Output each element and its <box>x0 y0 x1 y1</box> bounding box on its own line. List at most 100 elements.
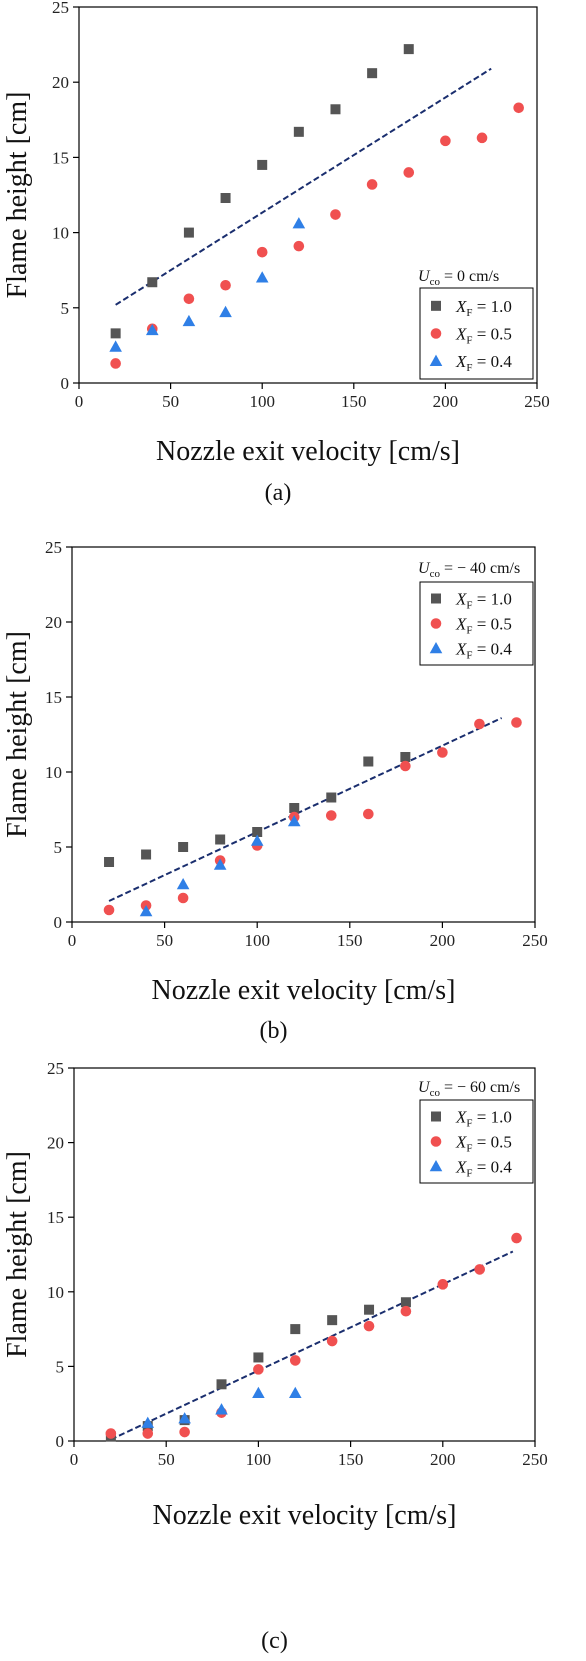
data-point-triangle <box>178 1412 191 1424</box>
legend-label: XF = 0.5 <box>455 1133 512 1155</box>
plot-frame <box>71 546 536 923</box>
data-point-circle <box>253 1364 264 1375</box>
x-tick-label: 200 <box>430 931 456 950</box>
legend-label-sub: F <box>466 650 472 662</box>
data-point-circle <box>366 179 378 190</box>
panel-label: (a) <box>265 480 292 506</box>
condition-label: Uco = 0 cm/s <box>418 268 499 288</box>
data-point-circle <box>325 810 337 821</box>
legend-marker-circle <box>430 328 442 339</box>
data-point-triangle <box>145 323 159 336</box>
data-point-square <box>110 328 121 339</box>
y-tick-label: 25 <box>47 1059 64 1078</box>
legend-label-var: X <box>455 1108 467 1127</box>
legend-label-var: X <box>455 1158 467 1177</box>
legend-label: XF = 0.4 <box>455 640 512 662</box>
x-tick-label: 100 <box>246 1450 272 1469</box>
legend-label-rest: = 0.5 <box>473 325 512 344</box>
y-tick-label: 5 <box>54 838 63 857</box>
data-point-square <box>216 1379 227 1390</box>
legend: XF = 1.0XF = 0.5XF = 0.4 <box>419 1099 534 1184</box>
data-point-triangle <box>255 271 269 283</box>
legend-label-var: X <box>455 297 467 316</box>
x-axis-title: Nozzle exit velocity [cm/s] <box>153 1500 457 1531</box>
legend-label-rest: = 0.4 <box>473 352 513 371</box>
x-tick-label: 200 <box>433 392 459 411</box>
y-tick-label: 15 <box>45 688 62 707</box>
series-triangle <box>141 1386 302 1428</box>
data-point-square <box>183 227 194 238</box>
x-tick-label: 0 <box>75 392 84 411</box>
y-tick-label: 5 <box>61 299 70 318</box>
y-tick-label: 0 <box>56 1432 65 1451</box>
legend-label: XF = 0.5 <box>455 615 512 637</box>
x-tick-label: 250 <box>524 392 550 411</box>
data-point-square <box>400 1297 411 1308</box>
legend-label-rest: = 1.0 <box>473 590 512 609</box>
legend-label: XF = 1.0 <box>455 297 512 319</box>
legend-label-var: X <box>455 640 467 659</box>
y-tick-label: 10 <box>47 1283 64 1302</box>
legend-label: XF = 0.5 <box>455 325 512 347</box>
chart-panel-2: 0 50 100 150 200 250 0 5 10 15 20 25 Nozzle exit vel… <box>2 538 548 1044</box>
series-square <box>110 44 414 339</box>
series-circle <box>103 717 522 916</box>
data-point-square <box>257 159 268 170</box>
legend-label: XF = 1.0 <box>455 1108 512 1130</box>
legend: XF = 1.0XF = 0.5XF = 0.4 <box>419 287 534 380</box>
data-point-circle <box>440 135 451 147</box>
data-point-circle <box>326 1335 338 1347</box>
legend-label-sub: F <box>466 1168 472 1180</box>
data-point-square <box>363 756 374 767</box>
data-point-circle <box>511 717 522 728</box>
data-point-circle <box>437 747 448 758</box>
data-point-triangle <box>288 1386 302 1399</box>
data-point-triangle <box>176 878 190 890</box>
x-tick-label: 100 <box>244 931 270 950</box>
data-point-circle <box>256 246 268 258</box>
data-point-square <box>252 827 263 837</box>
data-point-circle <box>293 240 305 252</box>
data-point-square <box>327 1315 338 1326</box>
y-axis-title: Flame height [cm] <box>2 631 33 838</box>
x-tick-label: 250 <box>522 1450 548 1469</box>
y-tick-label: 20 <box>47 1134 64 1153</box>
data-point-square <box>290 1324 301 1335</box>
data-point-square <box>178 842 189 852</box>
fit-line <box>110 1250 514 1441</box>
series-circle <box>105 1232 522 1439</box>
x-tick-label: 150 <box>341 392 367 411</box>
condition-label: Uco = − 40 cm/s <box>418 560 520 580</box>
x-tick-label: 50 <box>158 1450 175 1469</box>
data-point-triangle <box>139 905 153 917</box>
data-point-triangle <box>141 1416 155 1428</box>
data-point-square <box>253 1352 264 1363</box>
data-point-circle <box>179 1426 190 1438</box>
x-tick-label: 50 <box>162 392 179 411</box>
panel-label: (b) <box>260 1018 288 1044</box>
y-tick-label: 10 <box>45 763 62 782</box>
y-tick-label: 20 <box>45 613 62 632</box>
data-point-square <box>220 193 231 204</box>
legend-label-rest: = 0.4 <box>473 640 513 659</box>
x-tick-label: 0 <box>68 931 77 950</box>
legend-marker-square <box>431 593 441 604</box>
x-tick-label: 250 <box>522 931 548 950</box>
x-tick-label: 100 <box>249 392 275 411</box>
y-axis-title: Flame height [cm] <box>2 92 33 299</box>
chart-panel-1: 0 50 100 150 200 250 0 5 10 15 20 25 Nozzle exit vel… <box>2 0 550 506</box>
legend-marker-square <box>431 1111 441 1122</box>
y-tick-label: 0 <box>61 374 70 393</box>
fit-line <box>108 717 503 902</box>
legend-label-var: X <box>455 590 467 609</box>
condition-label-var: U <box>418 268 431 285</box>
legend-label-sub: F <box>466 307 472 319</box>
legend-label-sub: F <box>466 362 472 374</box>
legend-label-sub: F <box>466 1118 472 1130</box>
x-axis-title: Nozzle exit velocity [cm/s] <box>156 436 460 467</box>
data-point-triangle <box>109 340 122 352</box>
data-point-square <box>326 792 337 803</box>
condition-label-sub: co <box>430 568 441 580</box>
data-point-triangle <box>252 1386 265 1399</box>
